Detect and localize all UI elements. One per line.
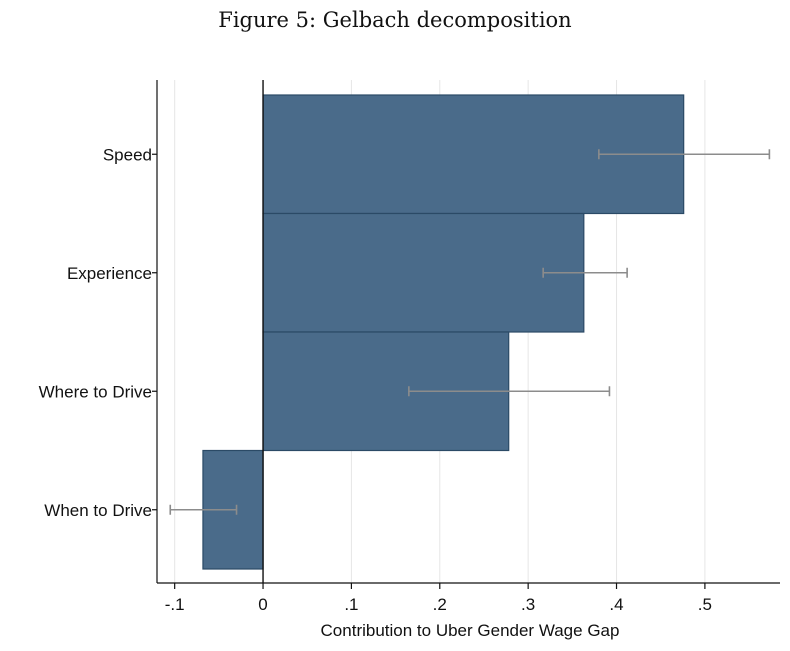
error-bar bbox=[598, 149, 771, 160]
bars bbox=[202, 94, 685, 570]
x-tick-label: .1 bbox=[344, 595, 358, 614]
error-bar bbox=[408, 386, 611, 397]
category-label: Speed bbox=[103, 145, 152, 164]
axes bbox=[152, 80, 780, 589]
x-tick-label: .5 bbox=[698, 595, 712, 614]
bar-experience bbox=[262, 212, 585, 333]
category-label: Experience bbox=[67, 264, 152, 283]
x-tick-label: 0 bbox=[258, 595, 267, 614]
x-axis-title: Contribution to Uber Gender Wage Gap bbox=[321, 621, 620, 640]
x-tick-label: .4 bbox=[609, 595, 623, 614]
category-label: When to Drive bbox=[44, 501, 152, 520]
error-bar bbox=[169, 504, 238, 515]
x-tick-label: .3 bbox=[521, 595, 535, 614]
category-label: Where to Drive bbox=[39, 382, 152, 401]
x-tick-label: -.1 bbox=[165, 595, 185, 614]
error-bar bbox=[542, 267, 628, 278]
labels: Speed Experience Where to Drive When to Dri… bbox=[39, 145, 712, 614]
figure-title: Figure 5: Gelbach decomposition bbox=[218, 8, 572, 32]
x-tick-label: .2 bbox=[433, 595, 447, 614]
error-bars bbox=[169, 149, 771, 515]
